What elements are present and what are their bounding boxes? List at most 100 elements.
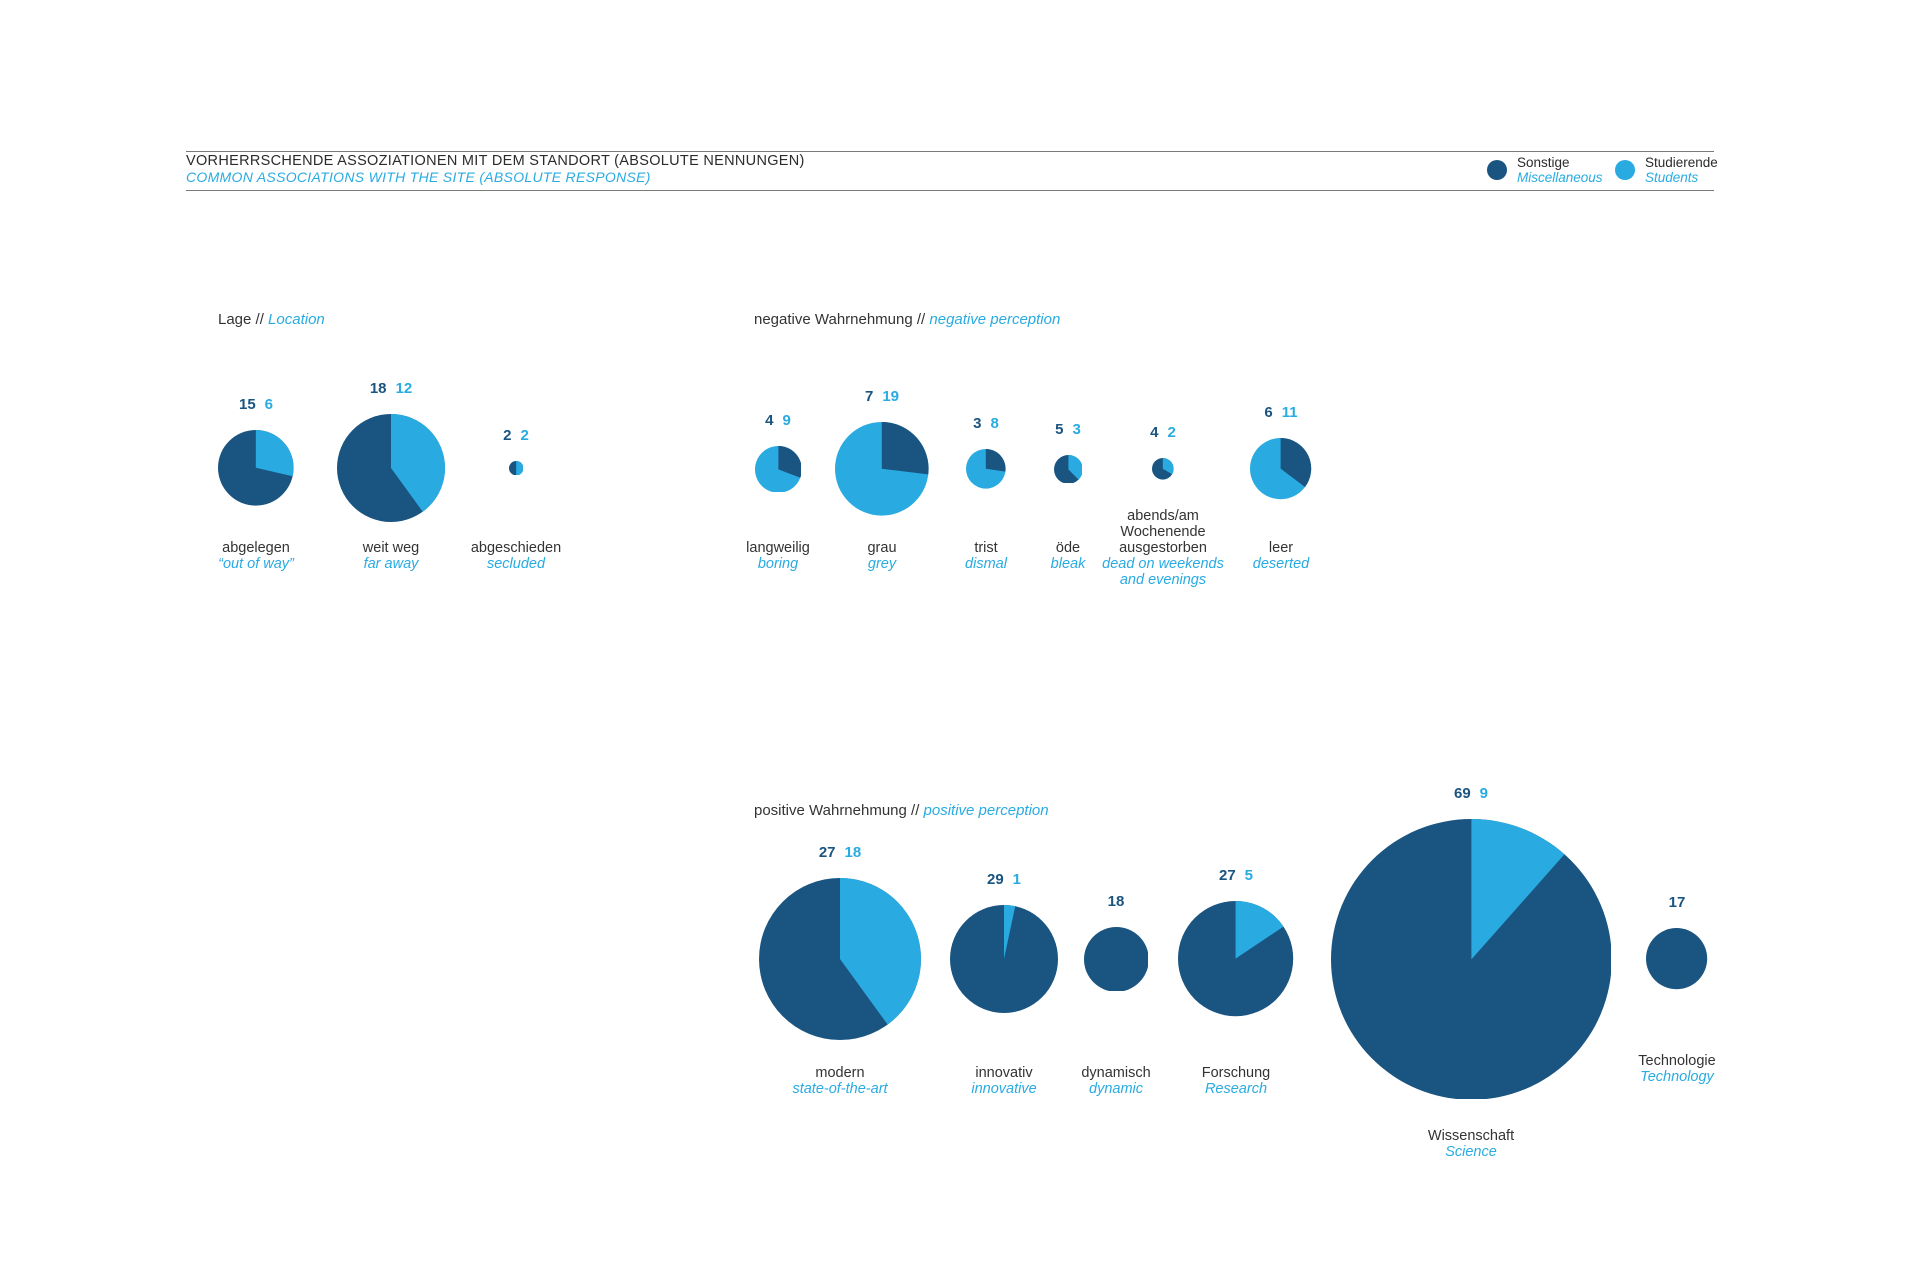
pie-secluded	[508, 460, 524, 476]
label-en: Technology	[1640, 1069, 1714, 1085]
pie-label-dynamic: dynamisch dynamic	[1081, 1065, 1150, 1097]
section-title-location: Lage // Location	[218, 311, 325, 328]
label-de: dynamisch	[1081, 1065, 1151, 1081]
pie-far-away	[337, 414, 445, 522]
label-de: Technologie	[1638, 1053, 1716, 1069]
label-de: abgeschieden	[470, 540, 562, 556]
label-de: Wissenschaft	[1427, 1128, 1515, 1144]
pie-values-research: 27 5	[1219, 867, 1253, 885]
value-students: 9	[782, 411, 791, 429]
page-title: VORHERRSCHENDE ASSOZIATIONEN MIT DEM STA…	[186, 153, 805, 169]
label-en: dynamic	[1089, 1081, 1143, 1097]
pie-values-deserted: 6 11	[1264, 404, 1297, 422]
section-title-separator: //	[912, 311, 930, 328]
pie-values-grey: 7 19	[865, 388, 899, 406]
legend-item-students: Studierende Students	[1645, 155, 1718, 185]
label-en: bleak	[1050, 556, 1086, 572]
value-miscellaneous: 15	[238, 396, 256, 414]
pie-values-science: 69 9	[1454, 785, 1488, 803]
section-title-en: Location	[268, 311, 325, 328]
page-subtitle: COMMON ASSOCIATIONS WITH THE SITE (ABSOL…	[186, 169, 651, 185]
label-de: leer	[1268, 540, 1294, 556]
section-title-en: positive perception	[923, 802, 1049, 819]
value-miscellaneous: 2	[503, 426, 512, 444]
pie-label-boring: langweilig boring	[746, 540, 810, 572]
value-students: 9	[1479, 784, 1489, 802]
label-en: Science	[1445, 1144, 1497, 1160]
label-de: trist	[974, 540, 998, 556]
pie-values-technology: 17	[1669, 894, 1686, 912]
value-miscellaneous: 27	[1218, 867, 1236, 885]
value-students: 6	[264, 396, 274, 414]
value-students: 18	[844, 844, 862, 861]
pie-values-state-of-the-art: 27 18	[819, 844, 861, 862]
value-students: 1	[1012, 871, 1022, 888]
value-students: 3	[1072, 420, 1081, 438]
pie-label-secluded: abgeschieden secluded	[471, 540, 561, 572]
pie-label-grey: grau grey	[867, 540, 896, 572]
section-title-de: positive Wahrnehmung	[754, 802, 907, 819]
value-miscellaneous: 29	[986, 871, 1004, 888]
legend-label-en: Miscellaneous	[1517, 170, 1603, 185]
pie-label-far-away: weit weg far away	[363, 540, 419, 572]
section-title-de: negative Wahrnehmung	[754, 311, 913, 328]
pie-label-state-of-the-art: modern state-of-the-art	[792, 1065, 887, 1097]
pie-label-dismal: trist dismal	[965, 540, 1007, 572]
value-miscellaneous: 3	[973, 415, 982, 433]
pie-out-of-way	[218, 430, 294, 506]
legend-dot-miscellaneous	[1487, 160, 1507, 180]
header-rule-bottom	[186, 190, 1714, 191]
header-rule-top	[186, 151, 1714, 152]
pie-values-dynamic: 18	[1108, 893, 1125, 911]
label-de: weit weg	[362, 540, 420, 556]
pie-label-deserted: leer deserted	[1253, 540, 1309, 572]
value-miscellaneous: 4	[765, 411, 774, 429]
value-miscellaneous: 6	[1264, 404, 1273, 422]
label-de: abends/am	[1127, 508, 1199, 524]
pie-label-technology: Technologie Technology	[1638, 1053, 1715, 1085]
pie-label-dead-on-weekends: abends/am Wochenende ausgestorben dead on w…	[1102, 508, 1224, 588]
label-en: dismal	[965, 556, 1007, 572]
legend-label-en: Students	[1645, 170, 1699, 185]
pie-label-research: Forschung Research	[1202, 1065, 1271, 1097]
label-en: and evenings	[1119, 572, 1207, 588]
pie-innovative	[950, 905, 1058, 1013]
value-students: 8	[990, 415, 999, 433]
section-title-negative-perception: negative Wahrnehmung // negative percept…	[754, 311, 1060, 328]
pie-dead-on-weekends	[1152, 458, 1174, 480]
label-de: modern	[815, 1065, 865, 1081]
section-title-positive-perception: positive Wahrnehmung // positive percept…	[754, 802, 1049, 819]
label-de: Forschung	[1201, 1065, 1271, 1081]
label-en: state-of-the-art	[792, 1081, 888, 1097]
label-en: deserted	[1252, 556, 1310, 572]
label-de: öde	[1055, 540, 1081, 556]
value-miscellaneous: 4	[1150, 424, 1159, 442]
label-en: Research	[1204, 1081, 1268, 1097]
label-de: ausgestorben	[1119, 540, 1207, 556]
label-en: secluded	[486, 556, 546, 572]
pie-state-of-the-art	[759, 878, 921, 1040]
label-en: dead on weekends	[1102, 556, 1224, 572]
pie-values-out-of-way: 15 6	[239, 396, 273, 414]
value-miscellaneous: 17	[1668, 894, 1686, 912]
section-title-separator: //	[251, 311, 269, 328]
pie-deserted	[1250, 438, 1312, 500]
pie-label-out-of-way: abgelegen “out of way”	[218, 540, 294, 572]
label-de: grau	[867, 540, 897, 556]
label-en: innovative	[971, 1081, 1037, 1097]
pie-label-bleak: öde bleak	[1051, 540, 1086, 572]
value-miscellaneous: 69	[1453, 784, 1471, 802]
value-students: 5	[1244, 867, 1254, 885]
legend-label-de: Sonstige	[1517, 155, 1570, 170]
value-miscellaneous: 18	[1107, 892, 1125, 910]
label-de: langweilig	[746, 540, 810, 556]
value-students: 2	[1167, 424, 1176, 442]
value-miscellaneous: 5	[1055, 420, 1064, 438]
label-en: grey	[867, 556, 897, 572]
pie-label-innovative: innovativ innovative	[971, 1065, 1036, 1097]
label-de: abgelegen	[222, 540, 290, 556]
